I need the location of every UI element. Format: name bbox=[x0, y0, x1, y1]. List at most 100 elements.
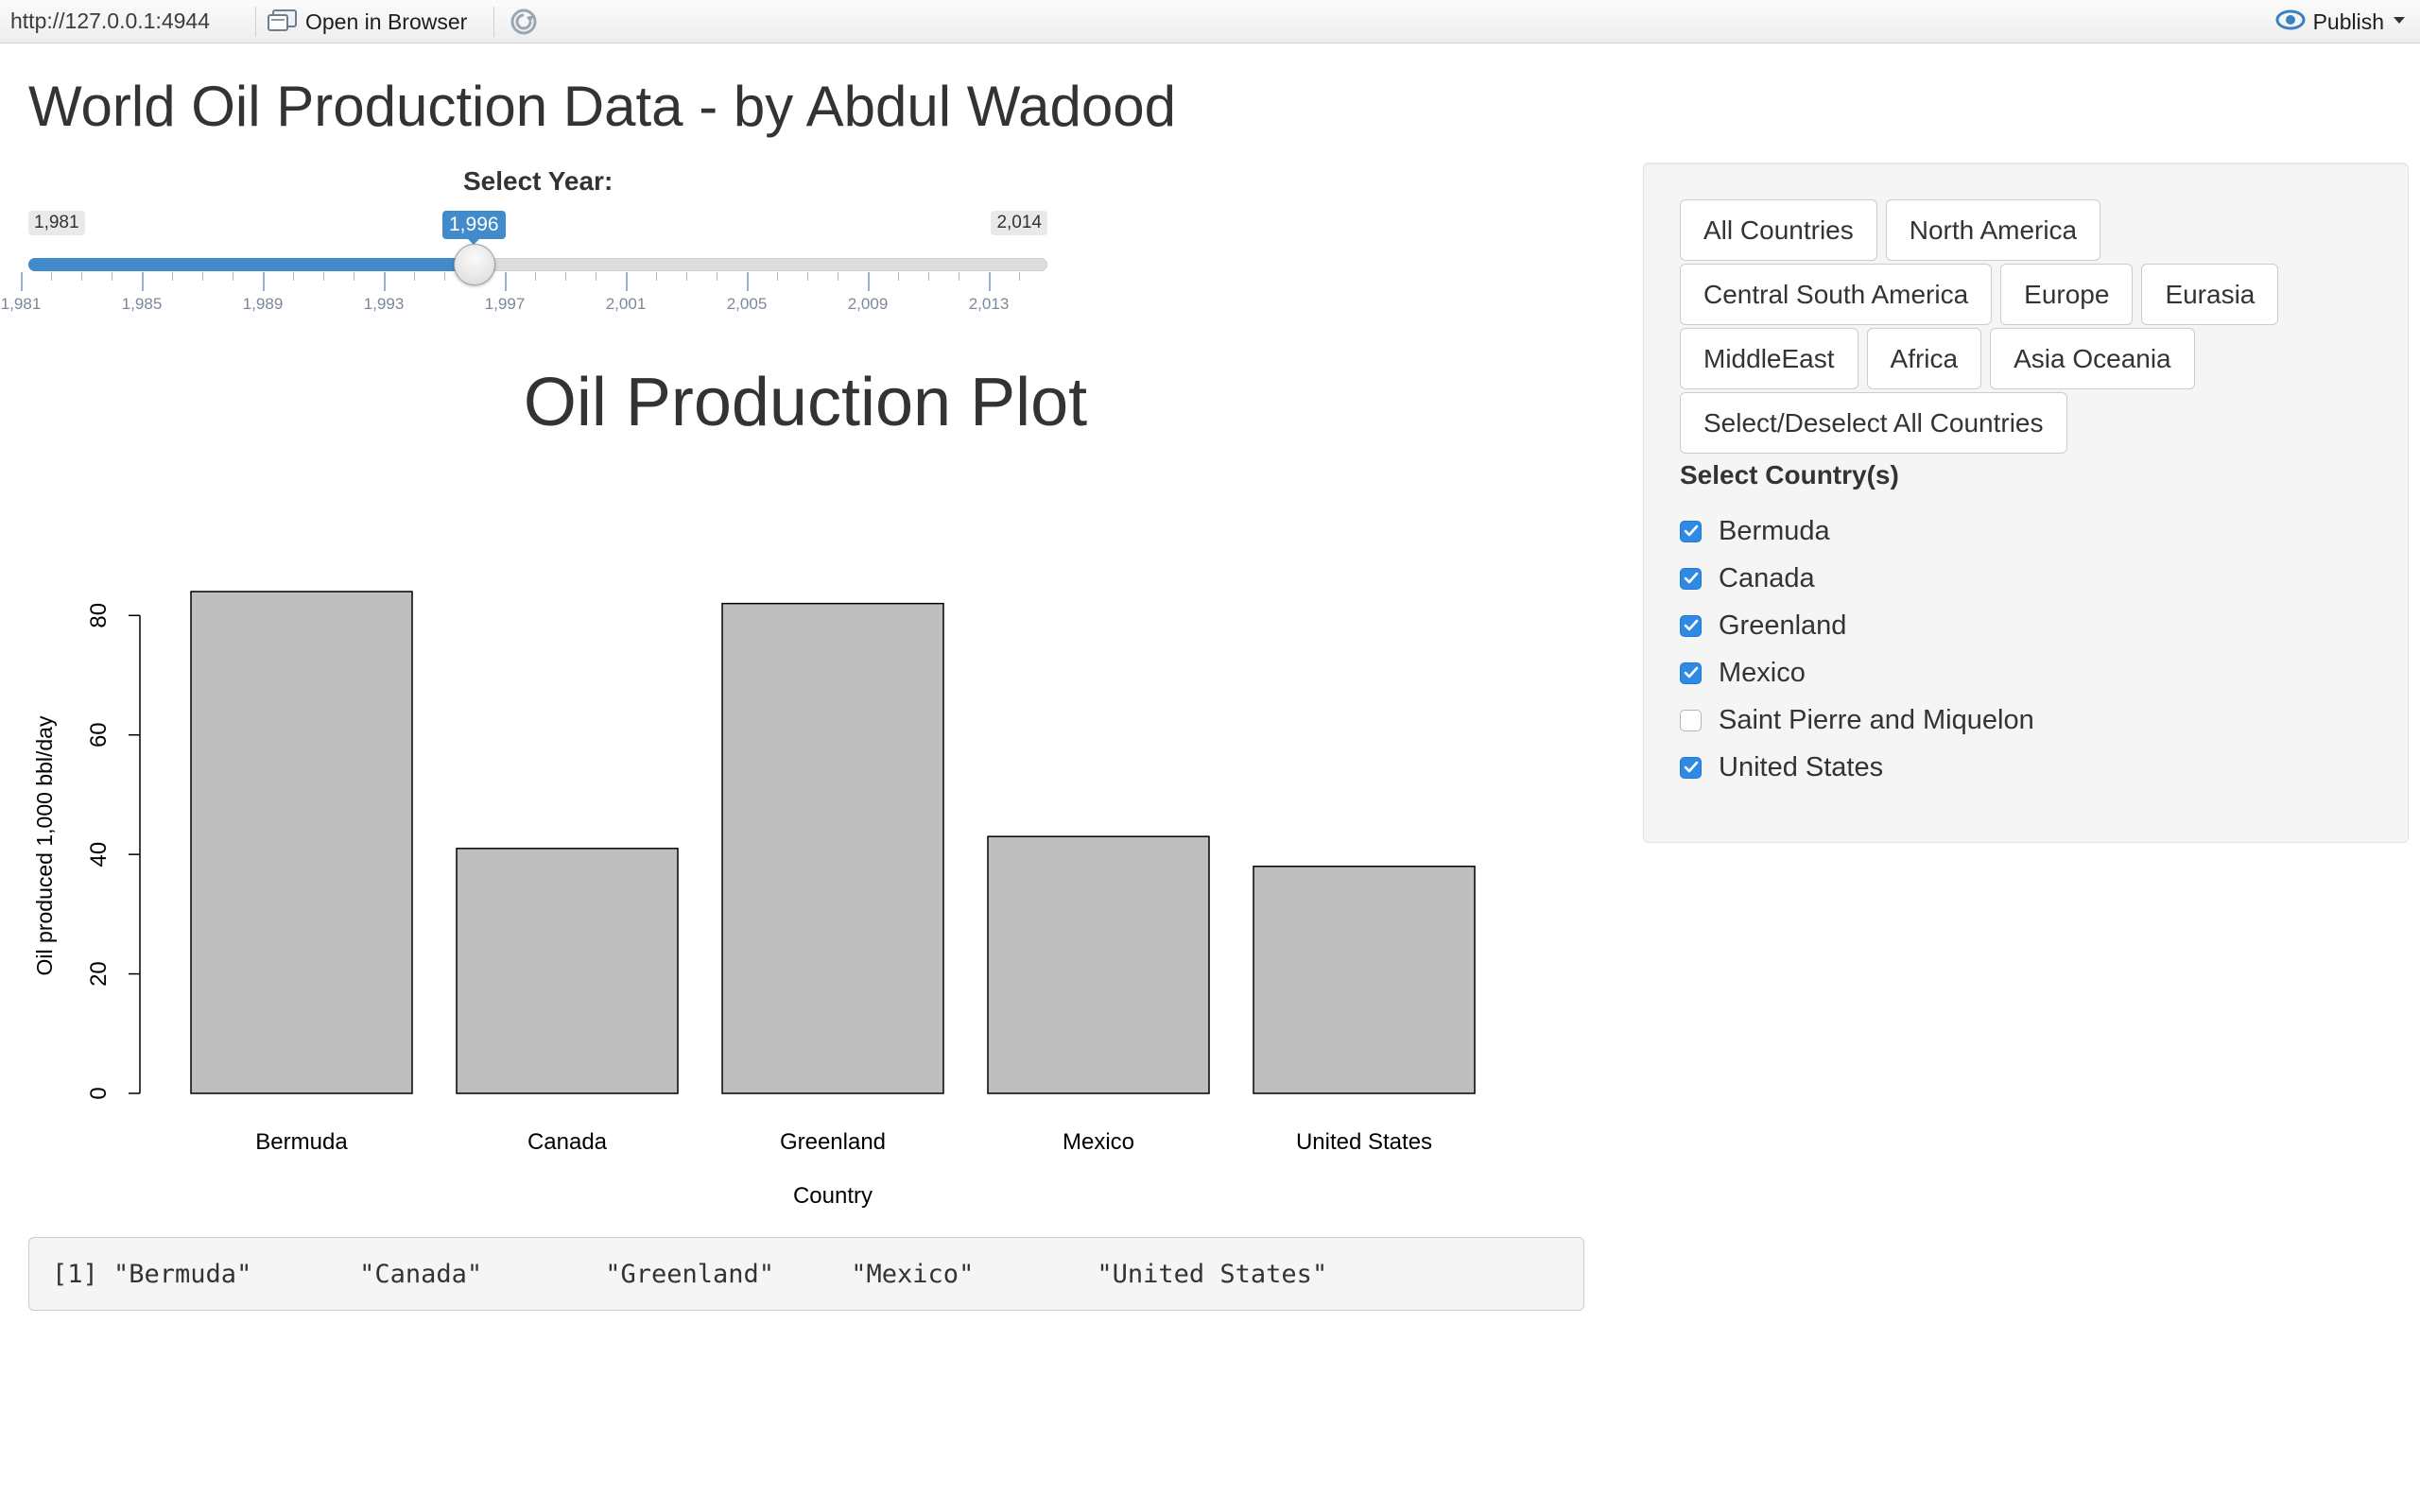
slider-minor-tick bbox=[81, 272, 82, 281]
url-text: http://127.0.0.1:4944 bbox=[10, 9, 211, 33]
checkbox-checked-icon[interactable] bbox=[1680, 662, 1702, 684]
y-tick-label: 80 bbox=[86, 603, 112, 628]
checkbox-checked-icon[interactable] bbox=[1680, 756, 1702, 779]
country-checkbox-greenland[interactable]: Greenland bbox=[1680, 602, 2034, 649]
slider-minor-tick bbox=[172, 272, 173, 281]
country-checkbox-bermuda[interactable]: Bermuda bbox=[1680, 507, 2034, 555]
bar-greenland bbox=[721, 602, 944, 1094]
x-category-label: Canada bbox=[527, 1129, 608, 1155]
region-button-select-deselect-all-countries[interactable]: Select/Deselect All Countries bbox=[1680, 392, 2067, 454]
slider-minor-tick bbox=[414, 272, 415, 281]
toolbar-divider bbox=[493, 7, 494, 37]
slider-tick-label: 1,981 bbox=[0, 295, 42, 313]
slider-minor-tick bbox=[656, 272, 657, 281]
region-button-row: MiddleEast Africa Asia Oceania bbox=[1680, 328, 2379, 389]
slider-minor-tick bbox=[777, 272, 778, 281]
publish-button[interactable]: Publish bbox=[2275, 7, 2407, 37]
slider-major-tick bbox=[747, 272, 749, 291]
slider-handle[interactable] bbox=[454, 244, 495, 285]
slider-major-tick bbox=[21, 272, 23, 291]
slider-major-tick bbox=[263, 272, 265, 291]
slider-label: Select Year: bbox=[463, 166, 614, 196]
x-category-label: Greenland bbox=[780, 1129, 886, 1155]
slider-major-tick bbox=[989, 272, 991, 291]
y-tick-label: 60 bbox=[86, 722, 112, 747]
chevron-down-icon bbox=[2392, 13, 2407, 30]
country-checkbox-label: Saint Pierre and Miquelon bbox=[1719, 704, 2034, 735]
slider-major-tick bbox=[505, 272, 507, 291]
country-select-label: Select Country(s) bbox=[1680, 460, 1899, 490]
y-tick-label: 0 bbox=[86, 1087, 112, 1099]
country-checkbox-mexico[interactable]: Mexico bbox=[1680, 649, 2034, 696]
country-checkbox-united-states[interactable]: United States bbox=[1680, 744, 2034, 791]
plot-title: Oil Production Plot bbox=[524, 365, 1087, 440]
region-button-row: All Countries North America bbox=[1680, 199, 2379, 261]
slider-major-tick bbox=[868, 272, 870, 291]
slider-tick-label: 1,997 bbox=[484, 295, 526, 313]
x-axis-label: Country bbox=[793, 1183, 873, 1209]
x-category-label: Mexico bbox=[1063, 1129, 1134, 1155]
slider-minor-tick bbox=[807, 272, 808, 281]
slider-tick-label: 2,005 bbox=[726, 295, 768, 313]
year-slider: Select Year: 1,981 2,014 1,996 1,981 1,98… bbox=[1, 161, 1049, 321]
x-category-label: Bermuda bbox=[255, 1129, 348, 1155]
slider-minor-tick bbox=[1019, 272, 1020, 281]
y-tick-label: 40 bbox=[86, 842, 112, 868]
publish-icon bbox=[2275, 8, 2306, 37]
slider-ticks: 1,981 1,985 1,989 1,993 1,997 2,001 2,005 2,009… bbox=[1, 272, 1049, 329]
checkbox-checked-icon[interactable] bbox=[1680, 567, 1702, 590]
region-button-eurasia[interactable]: Eurasia bbox=[2141, 264, 2279, 325]
page-title: World Oil Production Data - by Abdul Wad… bbox=[28, 75, 1176, 138]
slider-minor-tick bbox=[202, 272, 203, 281]
refresh-button[interactable] bbox=[509, 7, 539, 42]
country-checkbox-saint-pierre-and-miquelon[interactable]: Saint Pierre and Miquelon bbox=[1680, 696, 2034, 744]
slider-tick-label: 1,985 bbox=[121, 295, 163, 313]
country-checkbox-canada[interactable]: Canada bbox=[1680, 555, 2034, 602]
slider-tick-label: 1,993 bbox=[363, 295, 405, 313]
slider-major-tick bbox=[384, 272, 386, 291]
bar-canada bbox=[456, 848, 679, 1094]
slider-minor-tick bbox=[444, 272, 445, 281]
region-button-africa[interactable]: Africa bbox=[1866, 328, 1982, 389]
bar-mexico bbox=[987, 835, 1210, 1094]
slider-minor-tick bbox=[928, 272, 929, 281]
open-in-browser-button[interactable]: Open in Browser bbox=[268, 7, 467, 37]
country-checkbox-label: United States bbox=[1719, 751, 1884, 782]
region-button-central-south-america[interactable]: Central South America bbox=[1680, 264, 1993, 325]
region-button-asia-oceania[interactable]: Asia Oceania bbox=[1990, 328, 2195, 389]
bar-bermuda bbox=[190, 591, 413, 1094]
checkbox-checked-icon[interactable] bbox=[1680, 520, 1702, 542]
slider-fill bbox=[28, 258, 475, 271]
slider-minor-tick bbox=[686, 272, 687, 281]
bar-united-states bbox=[1253, 866, 1476, 1094]
checkbox-unchecked-icon[interactable] bbox=[1680, 709, 1702, 731]
slider-minor-tick bbox=[51, 272, 52, 281]
open-browser-icon bbox=[268, 8, 298, 37]
y-tick-label: 20 bbox=[86, 961, 112, 987]
slider-tick-label: 2,013 bbox=[968, 295, 1010, 313]
sidebar-panel: All Countries North America Central South … bbox=[1643, 163, 2409, 843]
slider-tick-label: 2,009 bbox=[847, 295, 889, 313]
region-button-middleeast[interactable]: MiddleEast bbox=[1680, 328, 1858, 389]
x-category-label: United States bbox=[1296, 1129, 1432, 1155]
checkbox-checked-icon[interactable] bbox=[1680, 614, 1702, 637]
oil-production-plot: Oil Production Plot 0 20 40 60 80 Oil produced… bbox=[32, 365, 1476, 1209]
country-checkbox-label: Bermuda bbox=[1719, 515, 1830, 546]
slider-max-label: 2,014 bbox=[991, 211, 1047, 235]
slider-tick-label: 2,001 bbox=[605, 295, 647, 313]
viewer-toolbar: http://127.0.0.1:4944 Open in Browser bbox=[0, 0, 2420, 43]
region-button-europe[interactable]: Europe bbox=[2000, 264, 2134, 325]
slider-minor-tick bbox=[293, 272, 294, 281]
country-checkbox-label: Canada bbox=[1719, 562, 1815, 593]
slider-major-tick bbox=[626, 272, 628, 291]
region-button-all-countries[interactable]: All Countries bbox=[1680, 199, 1877, 261]
slider-tick-label: 1,989 bbox=[242, 295, 284, 313]
open-in-browser-label: Open in Browser bbox=[305, 9, 468, 34]
toolbar-divider bbox=[255, 7, 256, 37]
region-button-north-america[interactable]: North America bbox=[1885, 199, 2101, 261]
region-button-row: Central South America Europe Eurasia bbox=[1680, 264, 2379, 325]
country-checkbox-group: Bermuda Canada Greenland Mexico Saint Pierre… bbox=[1680, 507, 2034, 791]
slider-minor-tick bbox=[323, 272, 324, 281]
refresh-icon bbox=[509, 9, 539, 41]
slider-value-label: 1,996 bbox=[442, 211, 506, 245]
